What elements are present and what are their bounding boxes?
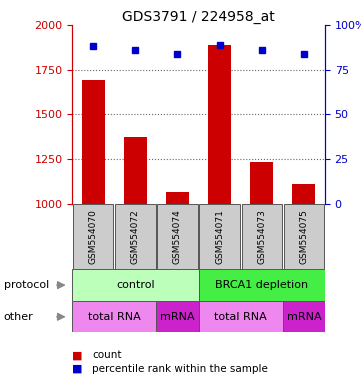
Text: GSM554072: GSM554072 xyxy=(131,209,140,263)
Title: GDS3791 / 224958_at: GDS3791 / 224958_at xyxy=(122,10,275,24)
Bar xyxy=(82,80,105,204)
Bar xyxy=(283,301,325,332)
Text: protocol: protocol xyxy=(4,280,49,290)
Bar xyxy=(199,301,283,332)
Bar xyxy=(157,204,198,269)
Text: ■: ■ xyxy=(72,350,83,360)
Bar xyxy=(124,137,147,204)
Bar xyxy=(199,204,240,269)
Bar xyxy=(156,301,199,332)
Text: GSM554073: GSM554073 xyxy=(257,209,266,263)
Bar xyxy=(208,45,231,204)
Bar xyxy=(115,204,156,269)
Bar xyxy=(72,301,156,332)
Text: GSM554071: GSM554071 xyxy=(215,209,224,263)
Text: control: control xyxy=(116,280,155,290)
Bar xyxy=(166,192,189,204)
Bar xyxy=(72,269,199,301)
Text: GSM554074: GSM554074 xyxy=(173,209,182,263)
Bar xyxy=(284,204,324,269)
Text: percentile rank within the sample: percentile rank within the sample xyxy=(92,364,268,374)
Text: ■: ■ xyxy=(72,364,83,374)
Bar xyxy=(250,162,273,204)
Bar xyxy=(242,204,282,269)
Text: mRNA: mRNA xyxy=(287,312,321,322)
Text: GSM554070: GSM554070 xyxy=(89,209,98,263)
Text: total RNA: total RNA xyxy=(88,312,141,322)
Text: mRNA: mRNA xyxy=(160,312,195,322)
Bar xyxy=(292,184,316,204)
Bar xyxy=(73,204,113,269)
Text: other: other xyxy=(4,312,33,322)
Text: GSM554075: GSM554075 xyxy=(299,209,308,263)
Bar xyxy=(199,269,325,301)
Text: total RNA: total RNA xyxy=(214,312,267,322)
Text: BRCA1 depletion: BRCA1 depletion xyxy=(215,280,308,290)
Text: count: count xyxy=(92,350,122,360)
